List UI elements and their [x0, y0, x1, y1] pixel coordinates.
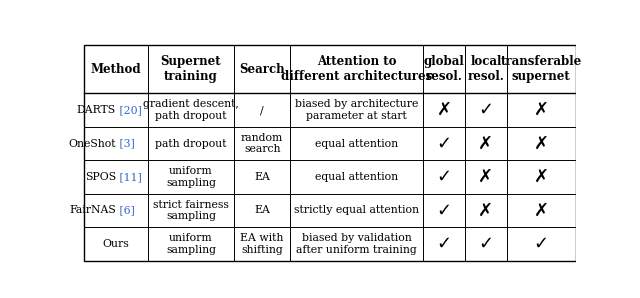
Text: [3]: [3] [116, 139, 134, 149]
Text: global
resol.: global resol. [424, 55, 465, 83]
Text: ✓: ✓ [436, 235, 452, 253]
Text: random
search: random search [241, 133, 284, 154]
Text: Supernet
training: Supernet training [161, 55, 221, 83]
Text: ✗: ✗ [534, 201, 548, 219]
Text: ✓: ✓ [436, 168, 452, 186]
Text: [6]: [6] [116, 205, 134, 215]
Text: ✗: ✗ [478, 201, 493, 219]
Text: Ours: Ours [102, 239, 129, 249]
Text: Attention to
different architectures: Attention to different architectures [281, 55, 433, 83]
Text: ✗: ✗ [478, 135, 493, 153]
Text: equal attention: equal attention [316, 172, 398, 182]
Text: ✓: ✓ [436, 201, 452, 219]
Text: ✗: ✗ [478, 168, 493, 186]
Text: path dropout: path dropout [155, 139, 227, 149]
Text: ✓: ✓ [478, 235, 493, 253]
Text: EA with
shifting: EA with shifting [241, 233, 284, 255]
Text: biased by validation
after uniform training: biased by validation after uniform train… [296, 233, 417, 255]
Text: ✓: ✓ [478, 101, 493, 119]
Text: [11]: [11] [116, 172, 141, 182]
Text: transferable
supernet: transferable supernet [500, 55, 582, 83]
Text: ✗: ✗ [534, 101, 548, 119]
Text: ✓: ✓ [534, 235, 548, 253]
Text: [20]: [20] [116, 105, 141, 115]
Text: strictly equal attention: strictly equal attention [294, 205, 419, 215]
Text: uniform
sampling: uniform sampling [166, 233, 216, 255]
Text: biased by architecture
parameter at start: biased by architecture parameter at star… [295, 99, 419, 121]
Text: ✗: ✗ [436, 101, 452, 119]
Text: ✗: ✗ [534, 168, 548, 186]
Text: ✓: ✓ [436, 135, 452, 153]
Text: Method: Method [91, 63, 141, 76]
Text: SPOS: SPOS [84, 172, 116, 182]
Text: local
resol.: local resol. [467, 55, 504, 83]
Text: uniform
sampling: uniform sampling [166, 166, 216, 188]
Text: Search: Search [239, 63, 285, 76]
Text: gradient descent,
path dropout: gradient descent, path dropout [143, 99, 239, 121]
Text: EA: EA [254, 205, 270, 215]
Text: /: / [260, 105, 264, 115]
Text: strict fairness
sampling: strict fairness sampling [153, 200, 229, 221]
Text: FairNAS: FairNAS [69, 205, 116, 215]
Text: OneShot: OneShot [68, 139, 116, 149]
Text: EA: EA [254, 172, 270, 182]
Text: equal attention: equal attention [316, 139, 398, 149]
Text: ✗: ✗ [534, 135, 548, 153]
Text: DARTS: DARTS [77, 105, 116, 115]
